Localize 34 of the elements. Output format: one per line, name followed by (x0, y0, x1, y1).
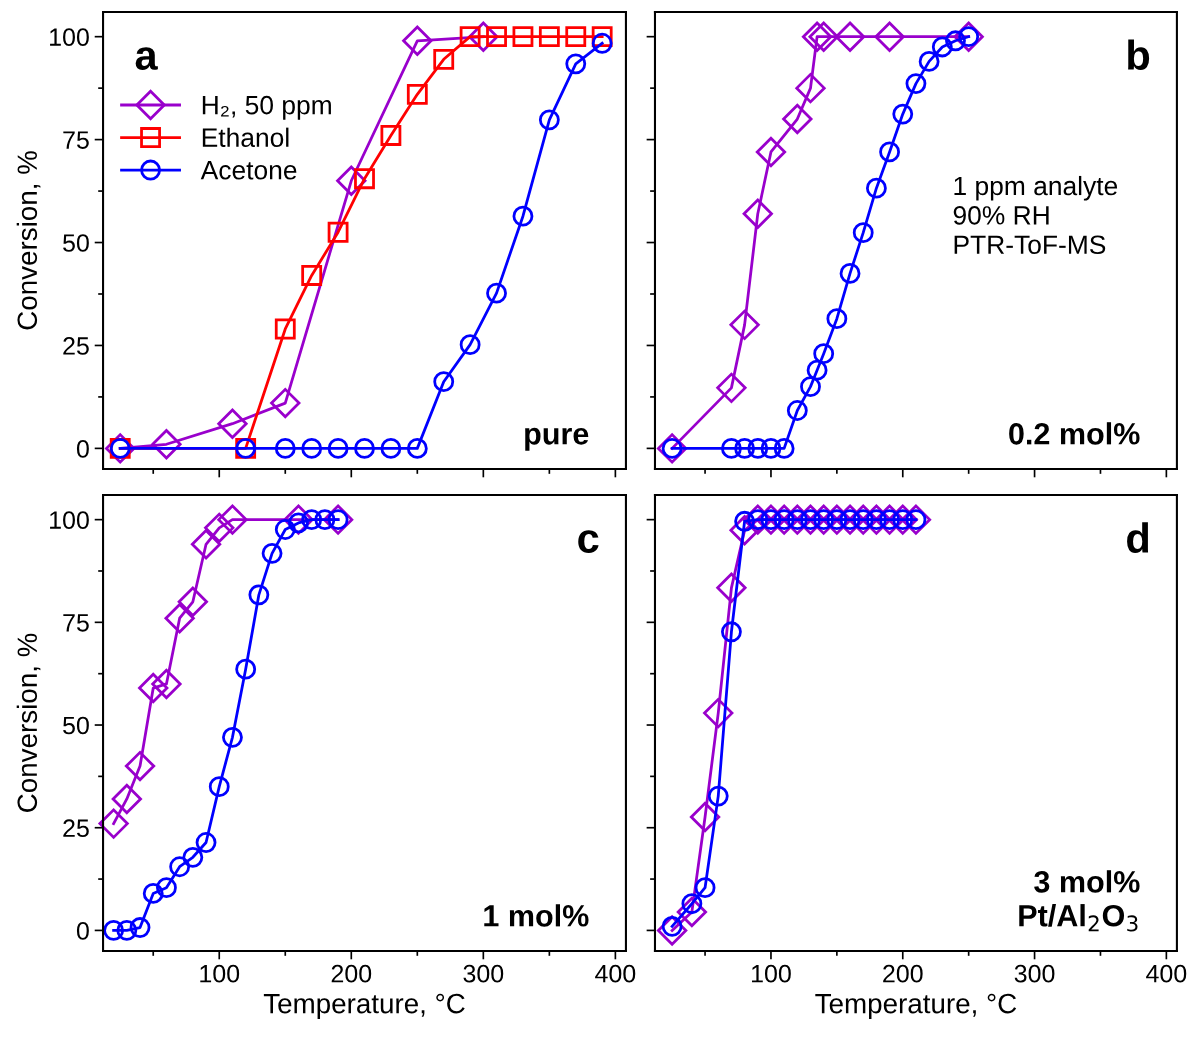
legend-label: Acetone (200, 161, 297, 180)
y-tick-label: 0 (76, 439, 89, 458)
x-tick-label: 100 (200, 964, 240, 983)
y-tick-label: 100 (50, 28, 89, 46)
annotation: pure (525, 427, 589, 451)
x-tick-label: 100 (752, 964, 791, 983)
x-tick-label: 300 (463, 964, 504, 983)
x-axis-title: Temperature, °C (263, 993, 465, 1019)
y-tick-label: 50 (63, 716, 89, 735)
x-tick-label: 400 (1146, 964, 1187, 983)
annotation: 0.2 mol% (1009, 422, 1140, 445)
annotation: a (135, 47, 158, 70)
x-tick-label: 200 (331, 964, 372, 983)
y-axis-title: Conversion, % (16, 633, 41, 812)
y-tick-label: 75 (63, 614, 89, 632)
annotation: b (1128, 39, 1150, 70)
y-axis-title: Conversion, % (16, 151, 41, 330)
y-tick-label: 75 (63, 131, 89, 149)
x-tick-label: 200 (883, 964, 923, 983)
y-tick-label: 25 (63, 337, 89, 355)
annotation: 1 mol% (484, 904, 589, 927)
legend-label: Ethanol (202, 127, 289, 148)
annotation: c (578, 530, 599, 553)
annotation: 1 ppm analyte 90% RH PTR-ToF-MS (953, 175, 1118, 255)
y-tick-label: 0 (76, 922, 89, 940)
x-tick-label: 400 (595, 964, 636, 983)
annotation: d (1127, 522, 1149, 553)
x-axis-title: Temperature, °C (815, 993, 1017, 1019)
legend-label: H₂, 50 ppm (202, 95, 331, 120)
annotation: 3 mol% Pt/Al$_{2}$O$_{3}$ (1019, 870, 1140, 932)
y-tick-label: 50 (63, 234, 89, 252)
y-tick-label: 100 (50, 511, 89, 529)
x-tick-label: 300 (1014, 964, 1055, 983)
y-tick-label: 25 (63, 819, 89, 838)
